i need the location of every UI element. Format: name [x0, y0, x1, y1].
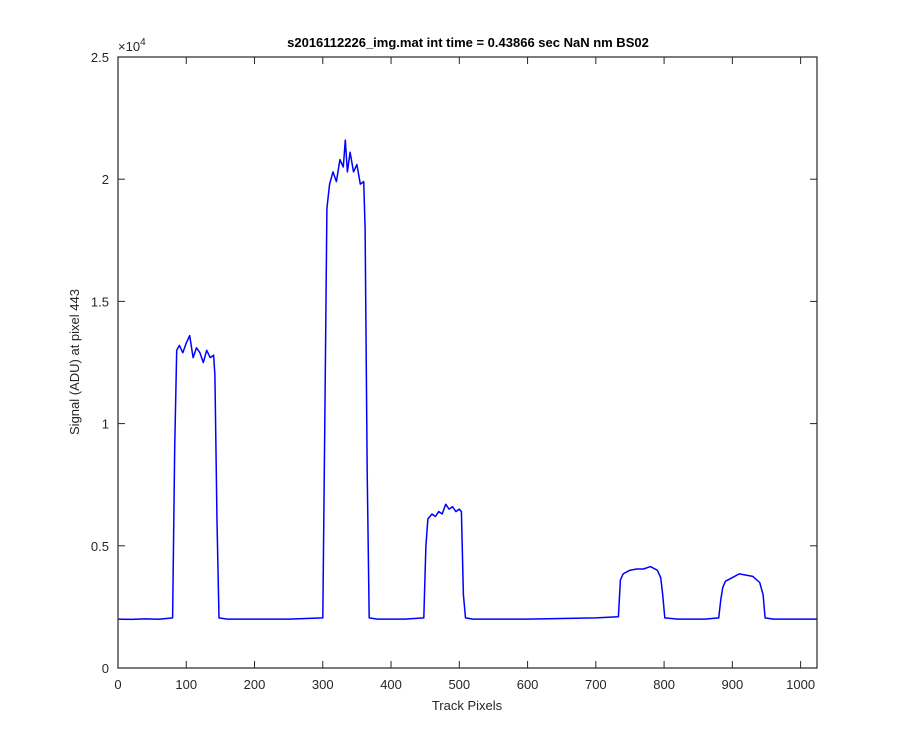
x-tick-label: 0	[114, 677, 121, 692]
x-tick-label: 100	[175, 677, 197, 692]
x-tick-label: 600	[517, 677, 539, 692]
y-exponent-label: ×104	[118, 37, 146, 54]
y-tick-label: 1.5	[91, 294, 109, 309]
plot-frame	[117, 56, 818, 669]
y-exponent-base: ×10	[118, 39, 140, 54]
x-tick-label: 700	[585, 677, 607, 692]
x-tick-label: 1000	[786, 677, 815, 692]
x-axis: 0 100 200 300 400 500 600 700 800 900 1000	[114, 57, 815, 692]
x-tick-label: 500	[448, 677, 470, 692]
series-line	[117, 139, 817, 621]
x-tick-label: 300	[312, 677, 334, 692]
y-tick-label: 2.5	[91, 50, 109, 65]
y-axis-label: Signal (ADU) at pixel 443	[67, 289, 82, 435]
plot-area	[117, 56, 818, 669]
x-tick-label: 400	[380, 677, 402, 692]
y-tick-label: 0.5	[91, 539, 109, 554]
plot-background	[118, 57, 817, 668]
y-exponent-power: 4	[140, 37, 146, 48]
y-tick-label: 0	[102, 661, 109, 676]
y-tick-label: 1	[102, 417, 109, 432]
x-axis-label: Track Pixels	[432, 698, 503, 713]
x-tick-label: 200	[244, 677, 266, 692]
x-tick-label: 800	[653, 677, 675, 692]
y-tick-label: 2	[102, 172, 109, 187]
x-tick-label: 900	[722, 677, 744, 692]
y-axis: 0 0.5 1 1.5 2 2.5	[91, 50, 817, 676]
chart-title: s2016112226_img.mat int time = 0.43866 s…	[287, 35, 649, 50]
